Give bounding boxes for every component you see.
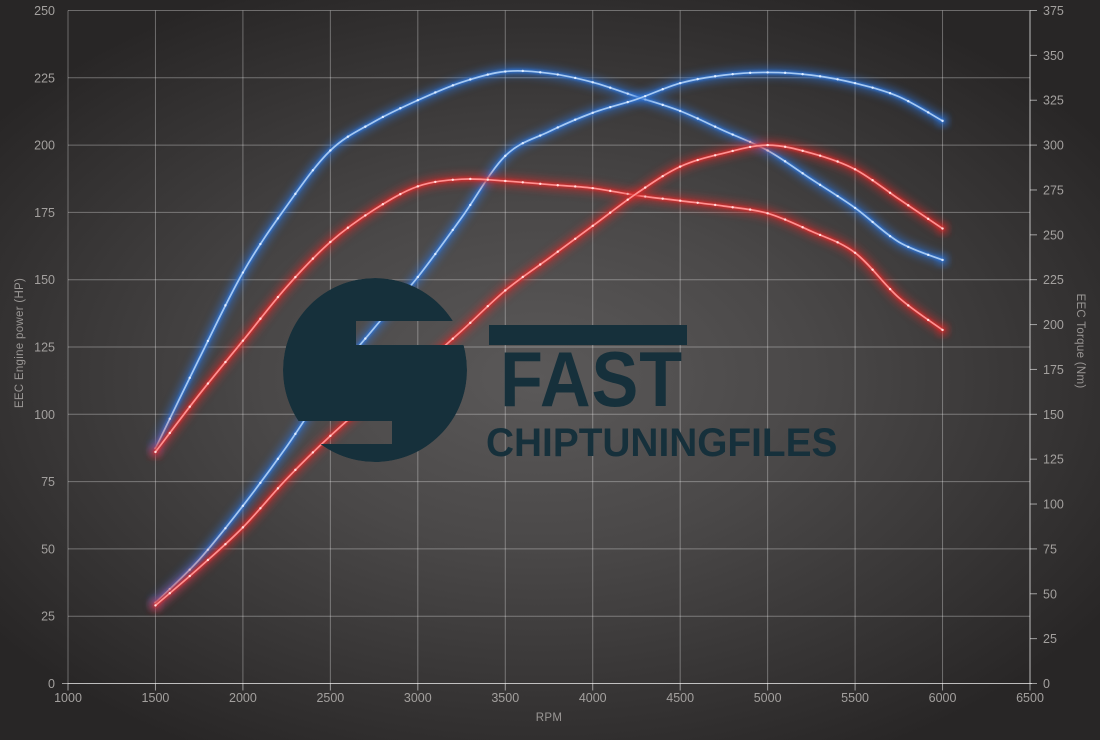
svg-text:1000: 1000 [54,691,82,705]
series-power-red [149,139,949,611]
svg-text:5000: 5000 [754,691,782,705]
x-axis-title: RPM [535,712,563,724]
svg-text:75: 75 [41,475,55,489]
svg-text:275: 275 [1043,183,1064,197]
svg-text:2500: 2500 [316,691,344,705]
svg-text:1500: 1500 [142,691,170,705]
svg-text:25: 25 [41,610,55,624]
tick-labels: 0255075100125150175200225250025507510012… [34,4,1064,705]
y-left-axis-title: EEC Engine power (HP) [14,277,26,409]
svg-text:125: 125 [1043,453,1064,467]
y-right-axis-title: EEC Torque (Nm) [1074,293,1086,389]
svg-text:175: 175 [1043,363,1064,377]
svg-text:100: 100 [1043,498,1064,512]
series-power-blue [149,66,949,609]
svg-text:150: 150 [1043,408,1064,422]
svg-text:3500: 3500 [491,691,519,705]
svg-text:5500: 5500 [841,691,869,705]
axes [62,10,1037,691]
svg-text:6500: 6500 [1016,691,1044,705]
svg-text:200: 200 [1043,318,1064,332]
fast-logo-s-icon [283,278,467,462]
svg-text:325: 325 [1043,94,1064,108]
svg-text:250: 250 [34,4,55,18]
svg-text:4500: 4500 [666,691,694,705]
svg-text:150: 150 [34,273,55,287]
logo-sub-text: CHIPTUNINGFILES [486,421,838,465]
svg-text:200: 200 [34,139,55,153]
svg-text:375: 375 [1043,4,1064,18]
svg-text:125: 125 [34,341,55,355]
svg-text:350: 350 [1043,49,1064,63]
logo-top-bar [489,325,687,345]
svg-text:3000: 3000 [404,691,432,705]
svg-text:225: 225 [1043,273,1064,287]
svg-text:300: 300 [1043,139,1064,153]
logo-circle [283,278,467,462]
svg-text:50: 50 [1043,587,1057,601]
svg-text:250: 250 [1043,228,1064,242]
logo-brand-text: FAST [500,335,684,423]
svg-text:75: 75 [1043,542,1057,556]
svg-text:100: 100 [34,408,55,422]
svg-text:175: 175 [34,206,55,220]
svg-text:50: 50 [41,542,55,556]
svg-text:6000: 6000 [929,691,957,705]
svg-text:0: 0 [1043,677,1050,691]
svg-text:2000: 2000 [229,691,257,705]
svg-text:0: 0 [48,677,55,691]
svg-text:25: 25 [1043,632,1057,646]
series-torque-red [149,173,949,458]
svg-text:4000: 4000 [579,691,607,705]
svg-text:225: 225 [34,71,55,85]
